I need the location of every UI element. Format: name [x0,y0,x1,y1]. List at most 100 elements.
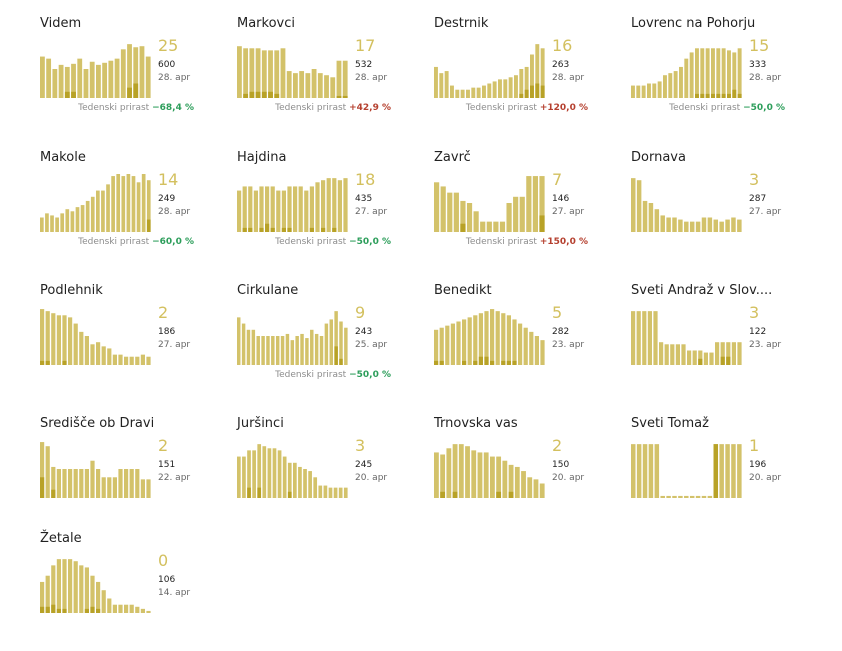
bar [477,452,483,498]
bar [101,590,106,613]
bar [129,604,134,613]
bar [112,354,117,365]
bar-overlay [133,83,139,98]
bar-chart [631,311,742,365]
bar [732,52,737,98]
bar [689,221,695,232]
bar [648,203,654,232]
bar-overlay [265,223,270,232]
bar [519,69,524,98]
bar [275,336,280,365]
bar [73,561,78,613]
bar [299,71,305,98]
bar [466,203,473,232]
daily-cases-value: 3 [749,170,760,189]
bar [101,190,105,232]
municipality-name: Destrnik [434,16,489,31]
bar [533,479,539,498]
bar [467,317,472,365]
bar-overlay [45,606,50,613]
bar-overlay [737,93,742,98]
bar [501,313,506,365]
bar [342,60,348,98]
bar-overlay [274,93,280,98]
bar [52,69,58,98]
bar [495,311,500,365]
bar [319,336,324,365]
bar [503,79,508,98]
bar-overlay [40,606,45,613]
bar [237,456,241,498]
weekly-growth: Tedenski prirast −50,0 % [669,103,785,113]
bar [328,487,333,498]
bar-overlay [501,360,506,365]
bar [670,344,675,365]
bar [267,448,272,498]
bar [460,200,466,232]
bar [84,469,89,498]
municipality-panel: Hajdina 18 435 27. apr Tedenski prirast −50,… [237,150,437,270]
total-value: 150 [552,460,570,470]
bar [80,205,85,232]
bar-overlay [530,85,534,98]
daily-cases-value: 25 [158,36,179,55]
bar [539,483,545,498]
bar-overlay [64,91,70,98]
bar-overlay [721,93,726,98]
bar [40,581,45,613]
bar [324,323,329,365]
bar [675,344,680,365]
bar-overlay [342,95,348,98]
bar [60,213,65,232]
bar [51,565,56,613]
bar [270,186,275,232]
bar [129,356,134,365]
bar [50,215,54,232]
bar-overlay [249,91,255,98]
bar [339,321,343,365]
bar-overlay [127,87,132,98]
bar [141,174,146,232]
bar [668,73,673,98]
bar [434,329,439,365]
bar [343,487,348,498]
bar-overlay [248,227,253,232]
bar-chart [631,444,742,498]
bar [298,186,303,232]
bar [526,176,532,232]
bar-overlay [439,360,444,365]
bar [336,60,342,98]
bar-overlay [705,93,710,98]
bar [482,85,486,98]
bar-chart [237,311,348,365]
bar [237,190,242,232]
weekly-growth-value: −50,0 % [349,237,391,247]
weekly-growth-label: Tedenski prirast [465,237,537,247]
bar-chart [40,309,151,365]
bar [293,186,298,232]
date-label: 22. apr [158,473,191,483]
bar [133,47,139,98]
date-label: 23. apr [749,340,782,350]
bar [51,466,56,498]
bar [315,182,320,232]
bar [648,444,654,498]
bar-overlay [698,358,703,365]
total-value: 282 [552,327,570,337]
bar [493,221,499,232]
bar [521,471,526,498]
municipality-panel: Markovci 17 532 28. apr Tedenski prirast +42… [237,16,437,136]
weekly-growth-value: −50,0 % [743,103,785,113]
bar [40,217,44,232]
bar [136,182,141,232]
bar [445,325,450,365]
total-value: 151 [158,460,176,470]
bar [731,444,736,498]
bar [305,338,309,365]
bar-overlay [45,360,50,365]
municipality-panel: Žetale 0 106 14. apr [40,531,240,651]
bar-chart [40,174,151,232]
bar [679,66,683,98]
bar [107,598,112,613]
bar [145,56,151,98]
